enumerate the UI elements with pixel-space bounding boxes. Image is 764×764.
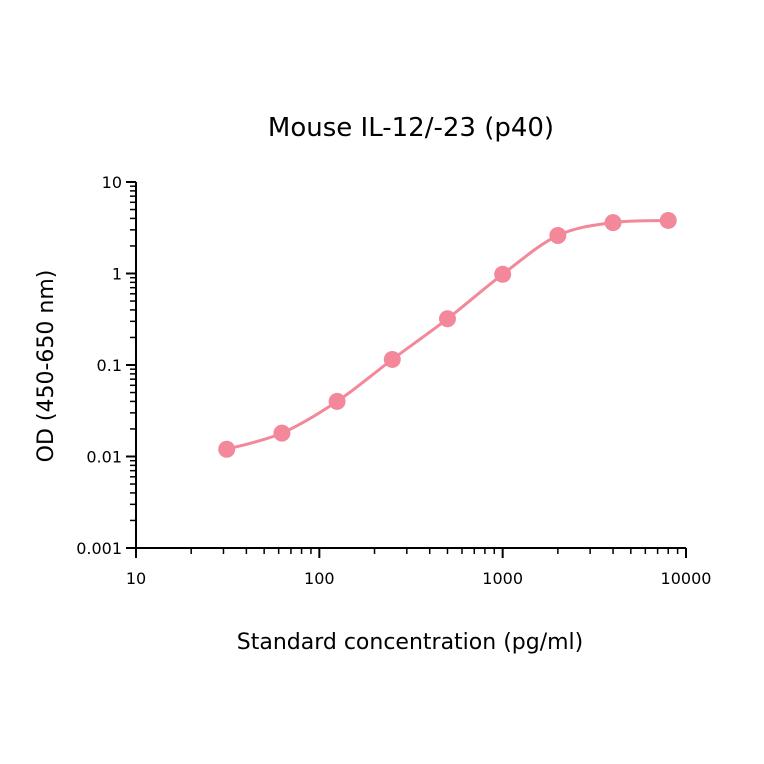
series-line <box>226 218 669 451</box>
data-point <box>604 214 622 232</box>
data-point <box>549 227 567 245</box>
y-tick-label: 0.001 <box>76 539 122 558</box>
data-point <box>494 265 512 283</box>
axes: 10 100 1000 10000 0.001 0.01 0.1 1 10 <box>76 173 711 588</box>
y-tick-label: 1 <box>112 265 122 284</box>
y-tick-label: 10 <box>102 173 122 192</box>
x-tick-label: 1000 <box>482 569 523 588</box>
x-tick-label: 100 <box>304 569 335 588</box>
data-point <box>438 310 456 328</box>
y-tick-label: 0.01 <box>86 448 122 467</box>
data-point <box>273 424 291 442</box>
chart-title: Mouse IL-12/-23 (p40) <box>268 113 554 143</box>
data-point <box>383 350 401 368</box>
y-axis-label: OD (450-650 nm) <box>34 270 59 463</box>
x-axis-label: Standard concentration (pg/ml) <box>237 630 584 655</box>
x-tick-label: 10 <box>126 569 146 588</box>
series-group <box>218 211 677 458</box>
data-point <box>328 392 346 410</box>
x-tick-label: 10000 <box>661 569 712 588</box>
data-point <box>659 211 677 229</box>
y-tick-label: 0.1 <box>97 356 122 375</box>
data-point <box>218 440 236 458</box>
